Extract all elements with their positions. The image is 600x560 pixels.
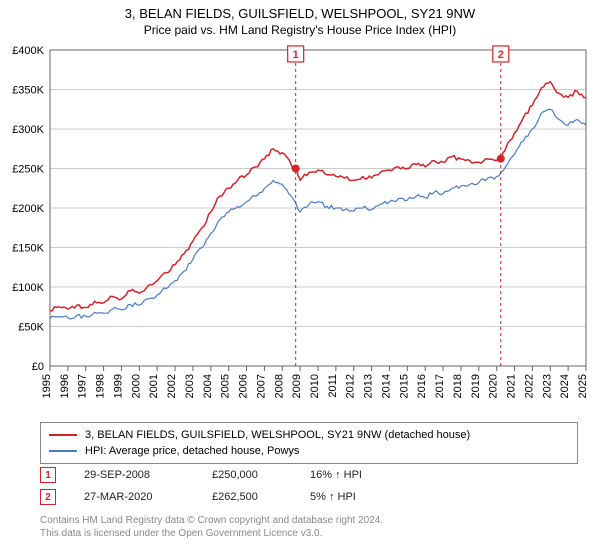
marker-index-box: 1	[40, 467, 56, 483]
chart-subtitle: Price paid vs. HM Land Registry's House …	[0, 23, 600, 37]
svg-text:£0: £0	[32, 361, 44, 373]
svg-text:£400K: £400K	[12, 45, 44, 57]
svg-text:2024: 2024	[559, 374, 571, 398]
svg-text:£50K: £50K	[18, 322, 44, 334]
legend-row-hpi: HPI: Average price, detached house, Powy…	[49, 443, 569, 459]
svg-text:2001: 2001	[148, 374, 160, 398]
svg-text:2019: 2019	[470, 374, 482, 398]
legend-label: 3, BELAN FIELDS, GUILSFIELD, WELSHPOOL, …	[85, 427, 470, 443]
svg-text:2011: 2011	[327, 374, 339, 398]
svg-text:2025: 2025	[577, 374, 589, 398]
svg-text:1995: 1995	[41, 374, 53, 398]
svg-text:2013: 2013	[363, 374, 375, 398]
svg-text:£150K: £150K	[12, 243, 44, 255]
svg-text:1: 1	[293, 49, 299, 61]
svg-text:2003: 2003	[184, 374, 196, 398]
legend-swatch	[49, 450, 77, 452]
svg-text:1996: 1996	[59, 374, 71, 398]
plot-area: £0 £50K £100K £150K £200K £250K £300K £350K £400…	[6, 44, 594, 414]
svg-text:2005: 2005	[220, 374, 232, 398]
chart-svg: £0 £50K £100K £150K £200K £250K £300K £350K £400…	[6, 44, 594, 414]
svg-text:2020: 2020	[488, 374, 500, 398]
legend: 3, BELAN FIELDS, GUILSFIELD, WELSHPOOL, …	[40, 422, 578, 464]
marker-index: 1	[45, 470, 51, 481]
svg-text:2014: 2014	[380, 374, 392, 398]
footer-line: Contains HM Land Registry data © Crown c…	[40, 514, 560, 527]
marker-price: £250,000	[212, 469, 282, 481]
svg-text:2006: 2006	[238, 374, 250, 398]
svg-text:£300K: £300K	[12, 124, 44, 136]
svg-text:1999: 1999	[112, 374, 124, 398]
svg-text:2018: 2018	[452, 374, 464, 398]
marker-hpi: 16% ↑ HPI	[310, 469, 400, 481]
legend-row-subject: 3, BELAN FIELDS, GUILSFIELD, WELSHPOOL, …	[49, 427, 569, 443]
legend-label: HPI: Average price, detached house, Powy…	[85, 443, 299, 459]
marker-price: £262,500	[212, 491, 282, 503]
marker-row: 1 29-SEP-2008 £250,000 16% ↑ HPI	[40, 464, 400, 486]
svg-text:2010: 2010	[309, 374, 321, 398]
footer-line: This data is licensed under the Open Gov…	[40, 527, 560, 540]
svg-text:2004: 2004	[202, 374, 214, 398]
svg-text:1998: 1998	[95, 374, 107, 398]
svg-text:2: 2	[498, 49, 504, 61]
svg-text:£200K: £200K	[12, 203, 44, 215]
chart-title-address: 3, BELAN FIELDS, GUILSFIELD, WELSHPOOL, …	[0, 6, 600, 21]
svg-text:2012: 2012	[345, 374, 357, 398]
chart-container: 3, BELAN FIELDS, GUILSFIELD, WELSHPOOL, …	[0, 0, 600, 560]
svg-text:2021: 2021	[506, 374, 518, 398]
svg-text:£100K: £100K	[12, 282, 44, 294]
marker-date: 29-SEP-2008	[84, 469, 184, 481]
svg-text:2000: 2000	[130, 374, 142, 398]
svg-text:2009: 2009	[291, 374, 303, 398]
title-block: 3, BELAN FIELDS, GUILSFIELD, WELSHPOOL, …	[0, 0, 600, 37]
svg-text:2007: 2007	[255, 374, 267, 398]
svg-text:2002: 2002	[166, 374, 178, 398]
legend-swatch	[49, 434, 77, 436]
marker-row: 2 27-MAR-2020 £262,500 5% ↑ HPI	[40, 486, 400, 508]
svg-text:2015: 2015	[398, 374, 410, 398]
svg-text:£350K: £350K	[12, 85, 44, 97]
svg-text:2023: 2023	[541, 374, 553, 398]
svg-text:£250K: £250K	[12, 164, 44, 176]
svg-text:2017: 2017	[434, 374, 446, 398]
svg-text:2016: 2016	[416, 374, 428, 398]
marker-date: 27-MAR-2020	[84, 491, 184, 503]
footer-attribution: Contains HM Land Registry data © Crown c…	[40, 514, 560, 540]
marker-index: 2	[45, 492, 51, 503]
svg-text:1997: 1997	[77, 374, 89, 398]
svg-text:2022: 2022	[523, 374, 535, 398]
svg-text:2008: 2008	[273, 374, 285, 398]
marker-index-box: 2	[40, 489, 56, 505]
marker-hpi: 5% ↑ HPI	[310, 491, 400, 503]
marker-table: 1 29-SEP-2008 £250,000 16% ↑ HPI 2 27-MA…	[40, 464, 400, 508]
